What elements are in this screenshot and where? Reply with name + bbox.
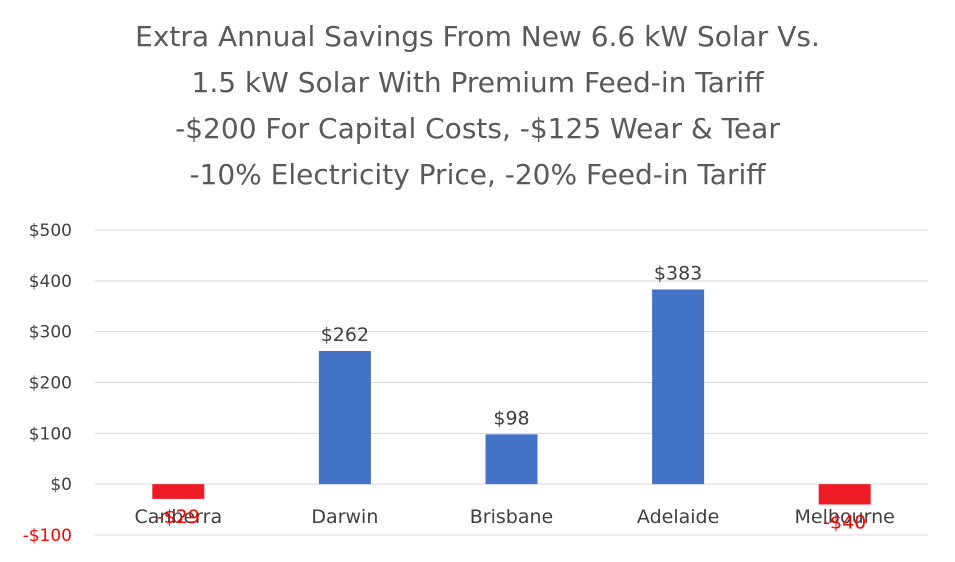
data-label-melbourne: -$40 — [823, 512, 866, 534]
chart-title-line-4: -10% Electricity Price, -20% Feed-in Tar… — [189, 158, 766, 191]
bars — [152, 289, 871, 505]
bar-canberra — [152, 484, 205, 499]
data-label-adelaide: $383 — [654, 262, 702, 284]
data-label-brisbane: $98 — [493, 407, 529, 429]
gridlines — [95, 229, 928, 536]
y-tick-label: $500 — [29, 221, 72, 241]
category-label-melbourne: Melbourne — [795, 506, 895, 528]
data-label-canberra: -$29 — [157, 506, 200, 528]
y-tick-label: $300 — [29, 323, 72, 343]
chart-title-line-3: -$200 For Capital Costs, -$125 Wear & Te… — [175, 112, 780, 145]
data-labels: -$29 $262 $98 $383 -$40 — [157, 262, 867, 533]
chart-title-line-1: Extra Annual Savings From New 6.6 kW Sol… — [135, 20, 820, 53]
category-label-brisbane: Brisbane — [470, 506, 553, 528]
y-tick-label: $0 — [50, 475, 72, 495]
y-tick-label: $200 — [29, 374, 72, 394]
chart-title-line-2: 1.5 kW Solar With Premium Feed-in Tariff — [191, 66, 764, 99]
bar-melbourne — [818, 484, 871, 505]
y-tick-label: -$100 — [23, 526, 72, 546]
y-tick-label: $400 — [29, 272, 72, 292]
bar-adelaide — [652, 289, 705, 485]
data-label-darwin: $262 — [321, 324, 369, 346]
bar-darwin — [318, 350, 371, 485]
category-label-darwin: Darwin — [311, 506, 378, 528]
y-tick-label: $100 — [29, 424, 72, 444]
category-label-canberra: Canberra — [134, 506, 222, 528]
category-label-adelaide: Adelaide — [637, 506, 719, 528]
y-axis-ticks: $500 $400 $300 $200 $100 $0 -$100 — [23, 221, 72, 546]
bar-brisbane — [485, 434, 538, 485]
category-labels: Canberra Darwin Brisbane Adelaide Melbourne — [134, 506, 894, 528]
